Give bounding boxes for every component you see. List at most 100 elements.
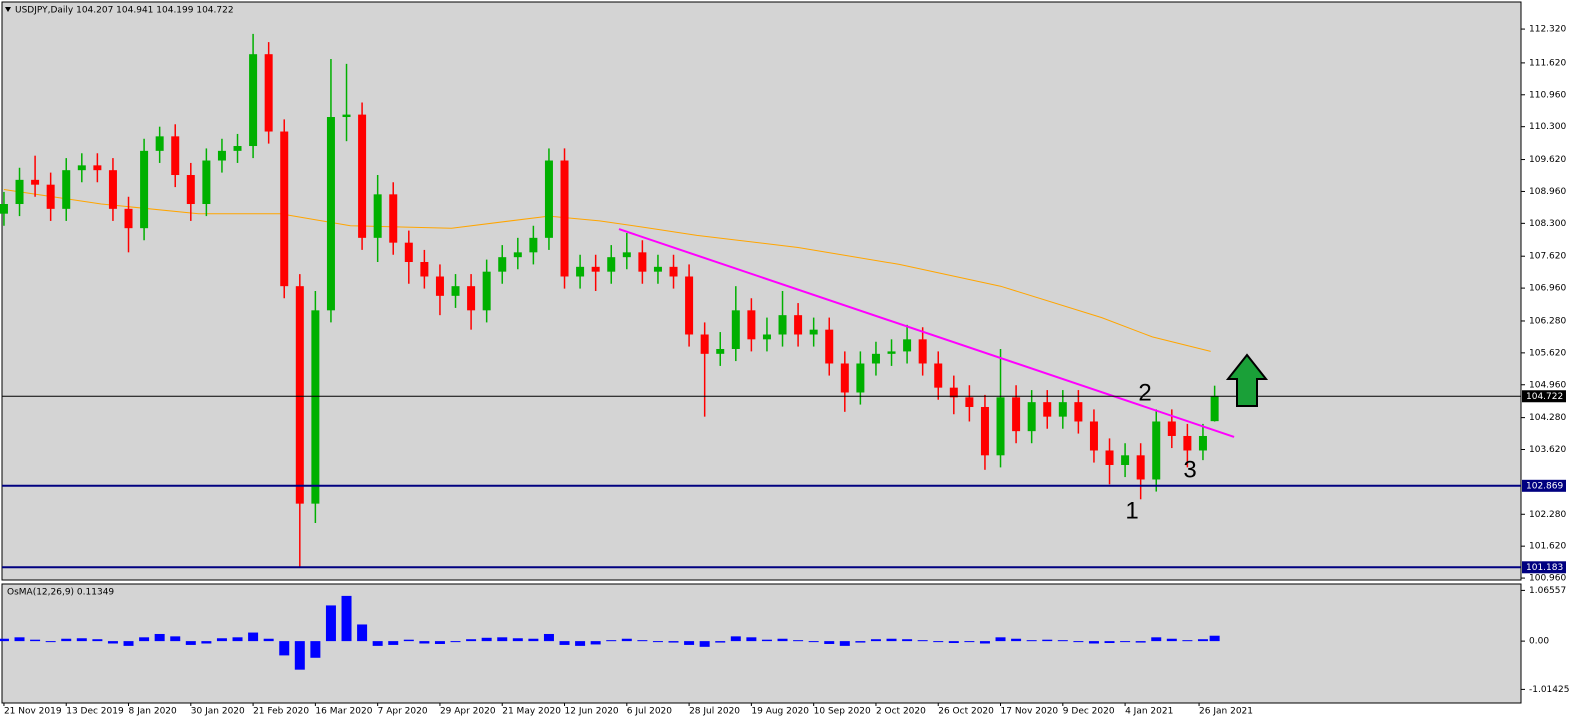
osma-bar (917, 640, 928, 642)
wave-label: 2 (1138, 379, 1151, 406)
candle-body (451, 286, 460, 296)
osma-bar (839, 641, 850, 646)
osma-bar (933, 641, 944, 643)
osma-bar (543, 633, 554, 642)
x-tick-label: 29 Apr 2020 (440, 707, 496, 716)
osma-bar (92, 639, 103, 642)
y-tick-label: 109.620 (1529, 155, 1566, 165)
y-tick-label: 107.620 (1529, 252, 1566, 262)
osma-bar (715, 641, 726, 643)
level-label-box (1522, 561, 1566, 574)
candle-body (186, 175, 195, 205)
main-panel (1, 1, 1522, 581)
candle-body (591, 266, 600, 272)
y-tick-label: 110.960 (1529, 90, 1566, 100)
osma-bar (325, 605, 336, 642)
osma-bar (948, 641, 959, 644)
candle-body (731, 310, 740, 349)
x-tick-label: 19 Aug 2020 (751, 707, 809, 716)
osma-bar (434, 641, 445, 644)
y-tick-label: 108.960 (1529, 187, 1566, 197)
y-tick-label: 106.960 (1529, 284, 1566, 294)
candle-body (560, 160, 569, 277)
candle-body (622, 252, 631, 258)
candle-body (217, 150, 226, 161)
y-tick-label: 0.00 (1529, 637, 1549, 647)
candle-body (871, 353, 880, 364)
osma-bar (1209, 635, 1220, 642)
y-tick-label: 104.280 (1529, 413, 1566, 423)
osma-bar (107, 641, 118, 644)
wave-label: 1 (1125, 497, 1138, 524)
osma-bar (403, 639, 414, 642)
candle-body (529, 237, 538, 253)
trendline (618, 228, 1235, 438)
osma-bar (123, 641, 134, 646)
candle-body (513, 252, 522, 258)
osma-bar (777, 638, 788, 642)
osma-bar (14, 637, 25, 642)
osma-bar (76, 638, 87, 642)
candle-body (1136, 455, 1145, 480)
osma-bar (902, 639, 913, 642)
candle-body (1152, 421, 1161, 480)
candle-body (934, 363, 943, 388)
candle-body (1027, 402, 1036, 432)
candle-body (62, 170, 71, 209)
candle-body (918, 339, 927, 364)
candle-body (700, 334, 709, 354)
y-tick-label: -1.01425 (1529, 685, 1569, 695)
osma-bar (30, 639, 41, 642)
candle-body (389, 194, 398, 243)
candle-body (638, 252, 647, 272)
osma-bar (1197, 639, 1208, 642)
level-label: 101.183 (1526, 563, 1563, 573)
candle-body (233, 146, 242, 151)
candle-body (93, 165, 102, 171)
osma-bar (497, 637, 508, 642)
osma-bar (575, 641, 586, 646)
osma-bar (979, 641, 990, 644)
candle-body (482, 271, 491, 311)
candle-body (124, 208, 133, 229)
up-arrow (1225, 353, 1269, 407)
candle-body (653, 266, 662, 272)
x-tick-label: 10 Sep 2020 (814, 707, 871, 716)
candle-body (108, 170, 117, 209)
candle-body (295, 286, 304, 504)
osma-bar (185, 641, 196, 645)
candle-body (762, 334, 771, 340)
y-tick-label: 102.280 (1529, 510, 1566, 520)
osma-bar (1011, 638, 1022, 642)
x-tick-label: 4 Jan 2021 (1125, 707, 1173, 716)
x-tick-label: 16 Mar 2020 (315, 707, 372, 716)
x-tick-label: 30 Jan 2020 (191, 707, 245, 716)
y-tick-label: 110.300 (1529, 122, 1566, 132)
osma-bar (232, 637, 243, 642)
y-tick-label: 108.300 (1529, 219, 1566, 229)
x-tick-label: 17 Nov 2020 (1001, 707, 1059, 716)
x-tick-label: 6 Jul 2020 (627, 707, 672, 716)
osma-bar (61, 638, 72, 642)
osma-bar (201, 641, 212, 644)
y-tick-label: 103.620 (1529, 445, 1566, 455)
candle-body (716, 348, 725, 354)
candle-body (809, 329, 818, 335)
osma-bar (699, 641, 710, 647)
candle-body (435, 276, 444, 296)
candle-body (171, 136, 180, 176)
candle-body (544, 160, 553, 238)
osma-bar (855, 641, 866, 643)
osma-bar (341, 595, 352, 642)
x-tick-label: 12 Jun 2020 (565, 707, 619, 716)
osma-bar (1151, 637, 1162, 642)
candle-body (794, 315, 803, 335)
candle-body (1198, 435, 1207, 451)
y-tick-label: 100.960 (1529, 574, 1566, 584)
menu-icon[interactable] (5, 7, 11, 12)
x-tick-label: 21 Feb 2020 (253, 707, 309, 716)
y-tick-label: 106.280 (1529, 316, 1566, 326)
osma-bar (1135, 641, 1146, 643)
candle-body (1121, 455, 1130, 465)
